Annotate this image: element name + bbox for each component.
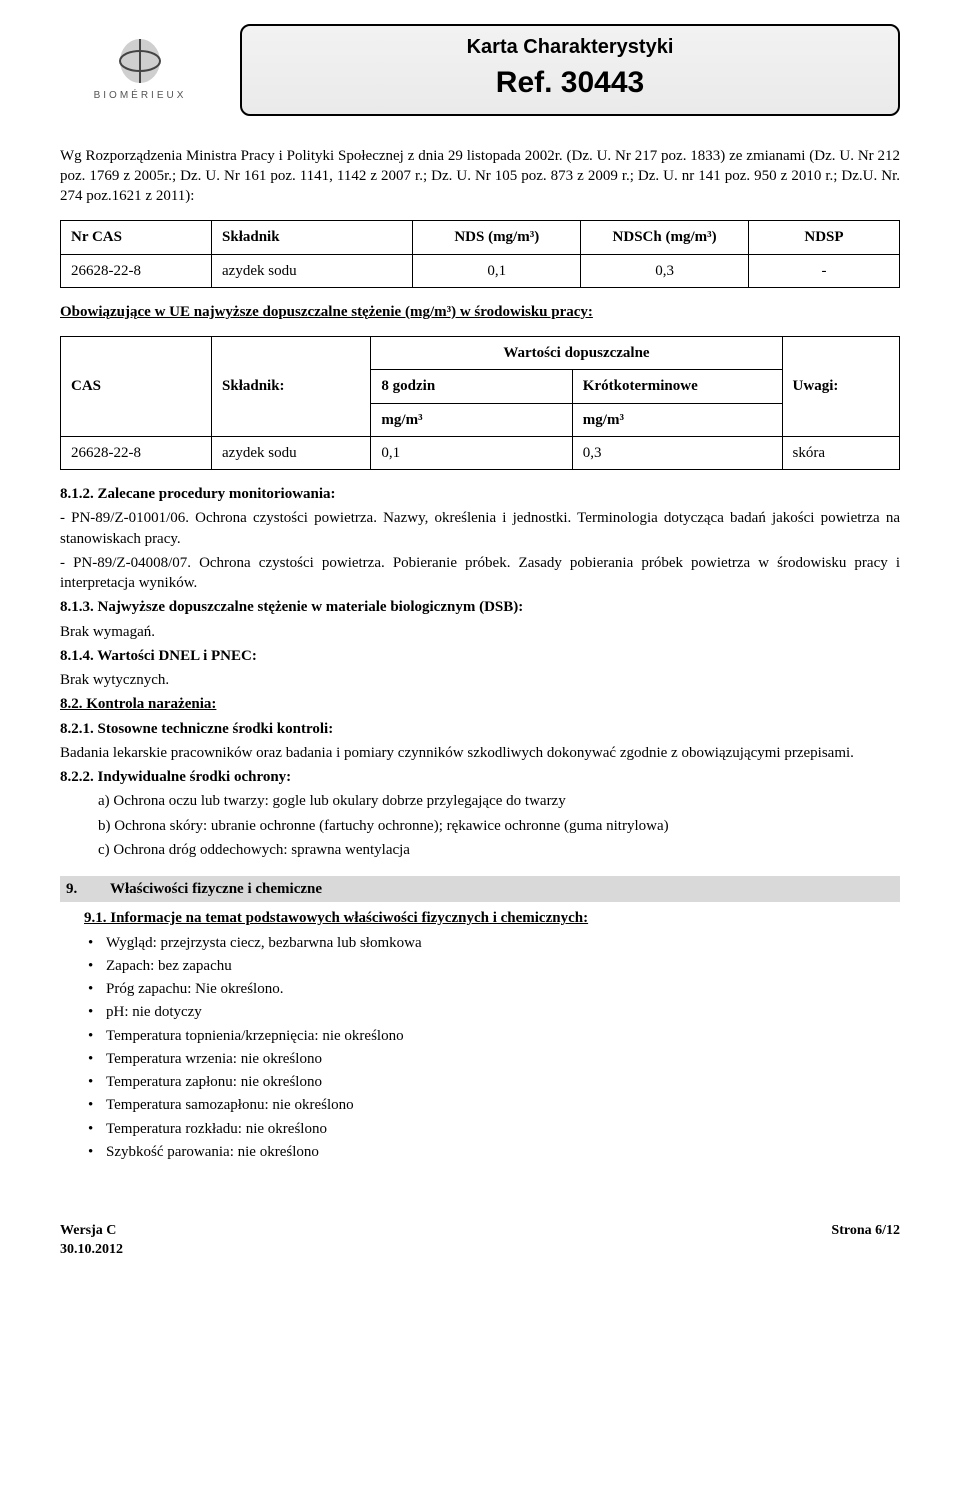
logo: BIOMÉRIEUX (60, 37, 220, 103)
section-9-1-title: 9.1. Informacje na temat podstawowych wł… (60, 908, 900, 928)
list-item: Szybkość parowania: nie określono (106, 1142, 900, 1162)
section-8-2-2-a: a) Ochrona oczu lub twarzy: gogle lub ok… (60, 791, 900, 811)
list-item: Temperatura samozapłonu: nie określono (106, 1095, 900, 1115)
table-cell: azydek sodu (212, 436, 371, 469)
table-header: NDS (mg/m³) (413, 221, 581, 254)
section-8-2-title: 8.2. Kontrola narażenia: (60, 694, 900, 714)
footer-date: 30.10.2012 (60, 1241, 123, 1260)
list-item: Temperatura wrzenia: nie określono (106, 1049, 900, 1069)
properties-list: Wygląd: przejrzysta ciecz, bezbarwna lub… (60, 933, 900, 1163)
table-cell: 0,1 (371, 436, 572, 469)
section-8-2-2-title: 8.2.2. Indywidualne środki ochrony: (60, 767, 900, 787)
table-header: NDSP (748, 221, 899, 254)
section-8-1-4-text: Brak wytycznych. (60, 670, 900, 690)
list-item: Temperatura zapłonu: nie określono (106, 1072, 900, 1092)
table-header: NDSCh (mg/m³) (581, 221, 749, 254)
table-row: 26628-22-8 azydek sodu 0,1 0,3 skóra (61, 436, 900, 469)
list-item: Próg zapachu: Nie określono. (106, 979, 900, 999)
list-item: Zapach: bez zapachu (106, 956, 900, 976)
list-item: pH: nie dotyczy (106, 1002, 900, 1022)
section-8-2-2-c: c) Ochrona dróg oddechowych: sprawna wen… (60, 840, 900, 860)
table-header: Wartości dopuszczalne (371, 337, 782, 370)
section-9-bar: 9. Właściwości fizyczne i chemiczne (60, 876, 900, 902)
table-cell: - (748, 254, 899, 287)
table-cell: 0,1 (413, 254, 581, 287)
page-header: BIOMÉRIEUX Karta Charakterystyki Ref. 30… (60, 24, 900, 116)
table-header: 8 godzin (371, 370, 572, 403)
nds-table: Nr CAS Składnik NDS (mg/m³) NDSCh (mg/m³… (60, 220, 900, 288)
table-header: Krótkoterminowe (572, 370, 782, 403)
table-row: 26628-22-8 azydek sodu 0,1 0,3 - (61, 254, 900, 287)
table-row: mg/m³ mg/m³ (61, 403, 900, 436)
table-header: Składnik (212, 221, 413, 254)
table-header: CAS (61, 370, 212, 403)
section-8-1-3-title: 8.1.3. Najwyższe dopuszczalne stężenie w… (60, 597, 900, 617)
section-8-1-2-p2: - PN-89/Z-04008/07. Ochrona czystości po… (60, 553, 900, 594)
doc-title: Karta Charakterystyki (242, 34, 898, 61)
logo-word: BIOMÉRIEUX (60, 89, 220, 103)
table-row: CAS Składnik: 8 godzin Krótkoterminowe U… (61, 370, 900, 403)
title-frame: Karta Charakterystyki Ref. 30443 (240, 24, 900, 116)
doc-ref: Ref. 30443 (242, 63, 898, 104)
section-8-1-3-text: Brak wymagań. (60, 622, 900, 642)
footer-left: Wersja C 30.10.2012 (60, 1222, 123, 1260)
ue-limits-table: Wartości dopuszczalne CAS Składnik: 8 go… (60, 336, 900, 470)
section-8-1-2-p1: - PN-89/Z-01001/06. Ochrona czystości po… (60, 508, 900, 549)
list-item: Wygląd: przejrzysta ciecz, bezbarwna lub… (106, 933, 900, 953)
table-header: Nr CAS (61, 221, 212, 254)
page-footer: Wersja C 30.10.2012 Strona 6/12 (60, 1222, 900, 1260)
section-8-2-1-title: 8.2.1. Stosowne techniczne środki kontro… (60, 719, 900, 739)
table-header: Składnik: (212, 370, 371, 403)
table-cell: 26628-22-8 (61, 254, 212, 287)
table-row: Wartości dopuszczalne (61, 337, 900, 370)
section-number: 9. (60, 879, 110, 899)
biomerieux-logo-icon (110, 37, 170, 85)
list-item: Temperatura rozkładu: nie określono (106, 1119, 900, 1139)
table-cell: azydek sodu (212, 254, 413, 287)
section-8-2-2-b: b) Ochrona skóry: ubranie ochronne (fart… (60, 816, 900, 836)
table-header: Uwagi: (782, 370, 899, 403)
footer-version: Wersja C (60, 1222, 123, 1241)
list-item: Temperatura topnienia/krzepnięcia: nie o… (106, 1026, 900, 1046)
table-cell: 0,3 (572, 436, 782, 469)
section-title: Właściwości fizyczne i chemiczne (110, 879, 322, 899)
table-unit: mg/m³ (572, 403, 782, 436)
ue-limits-heading: Obowiązujące w UE najwyższe dopuszczalne… (60, 302, 900, 322)
footer-page: Strona 6/12 (831, 1222, 900, 1260)
table-header-row: Nr CAS Składnik NDS (mg/m³) NDSCh (mg/m³… (61, 221, 900, 254)
table-unit: mg/m³ (371, 403, 572, 436)
table-cell: skóra (782, 436, 899, 469)
section-8-1-2-title: 8.1.2. Zalecane procedury monitoriowania… (60, 484, 900, 504)
table-cell: 0,3 (581, 254, 749, 287)
intro-paragraph: Wg Rozporządzenia Ministra Pracy i Polit… (60, 146, 900, 207)
section-8-1-4-title: 8.1.4. Wartości DNEL i PNEC: (60, 646, 900, 666)
table-cell: 26628-22-8 (61, 436, 212, 469)
section-8-2-1-text: Badania lekarskie pracowników oraz badan… (60, 743, 900, 763)
